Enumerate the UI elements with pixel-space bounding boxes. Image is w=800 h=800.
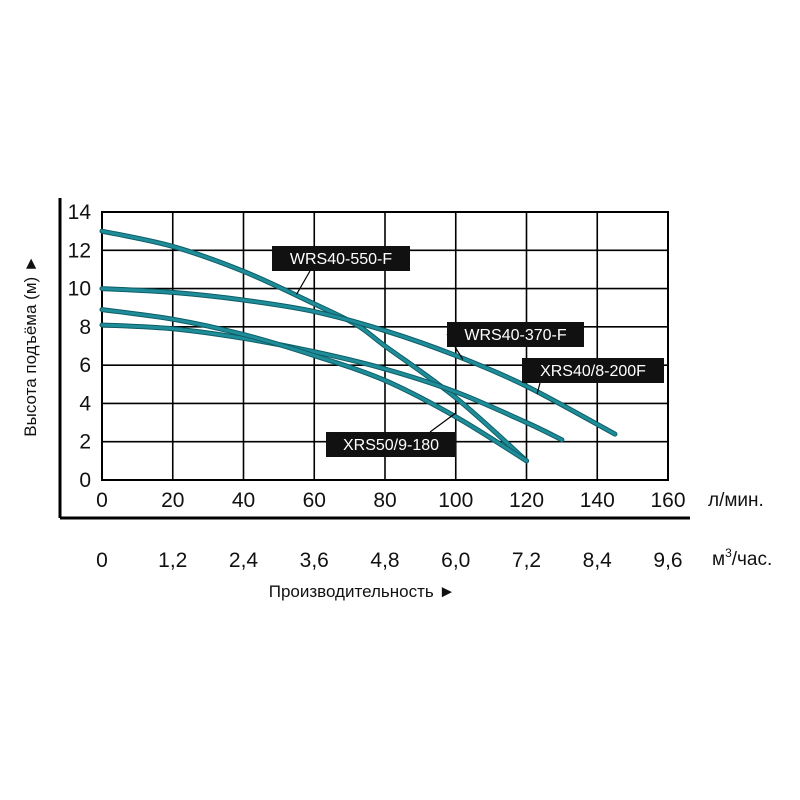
curve-label: XRS50/9-180 (343, 437, 439, 454)
x2-tick-label: 7,2 (512, 549, 541, 572)
curve-label-box (326, 432, 456, 457)
curve-label: WRS40-370-F (464, 327, 566, 344)
x-tick-label: 140 (580, 489, 615, 512)
y-tick-label: 0 (79, 469, 91, 492)
leader-line (536, 382, 541, 395)
y-tick-label: 4 (79, 392, 91, 415)
x-tick-label: 80 (373, 489, 396, 512)
y-tick-label: 2 (79, 431, 91, 454)
x2-tick-label: 3,6 (300, 549, 329, 572)
x2-tick-label: 6,0 (441, 549, 470, 572)
y-axis-title: Высота подъёма (м) ► (21, 255, 40, 436)
leader-line (296, 270, 311, 295)
series-line (100, 287, 617, 436)
y-tick-label: 6 (79, 354, 91, 377)
y-tick-label: 12 (68, 239, 91, 262)
x-tick-label: 20 (161, 489, 184, 512)
x-tick-label: 100 (438, 489, 473, 512)
leader-line (429, 412, 457, 433)
curve-label: XRS40/8-200F (540, 363, 646, 380)
series-line (100, 308, 528, 463)
x-tick-label: 0 (96, 489, 108, 512)
curve-label-box (272, 246, 410, 271)
x-unit-label: л/мин. (708, 490, 764, 511)
series-line (100, 323, 564, 442)
x2-unit-label: м3/час. (712, 546, 772, 570)
x2-tick-label: 0 (96, 549, 108, 572)
curves (99, 228, 618, 464)
curve-label-box (522, 358, 664, 383)
curve-label-box (447, 322, 584, 347)
x2-tick-label: 1,2 (158, 549, 187, 572)
x-tick-label: 160 (650, 489, 685, 512)
x2-tick-label: 8,4 (583, 549, 613, 572)
y-tick-label: 10 (68, 278, 91, 301)
y-tick-label: 14 (68, 201, 92, 224)
x-tick-label: 40 (232, 489, 255, 512)
x-axis-title: Производительность ► (269, 582, 456, 601)
y-tick-label: 8 (79, 316, 91, 339)
x2-tick-label: 2,4 (229, 549, 259, 572)
curve-label: WRS40-550-F (290, 251, 392, 268)
x-tick-label: 120 (509, 489, 544, 512)
curve-labels: WRS40-550-F WRS40-370-F XRS40/8-200F XRS50/… (272, 246, 664, 457)
x-tick-label: 60 (303, 489, 326, 512)
x2-tick-label: 4,8 (370, 549, 399, 572)
x2-tick-label: 9,6 (653, 549, 682, 572)
